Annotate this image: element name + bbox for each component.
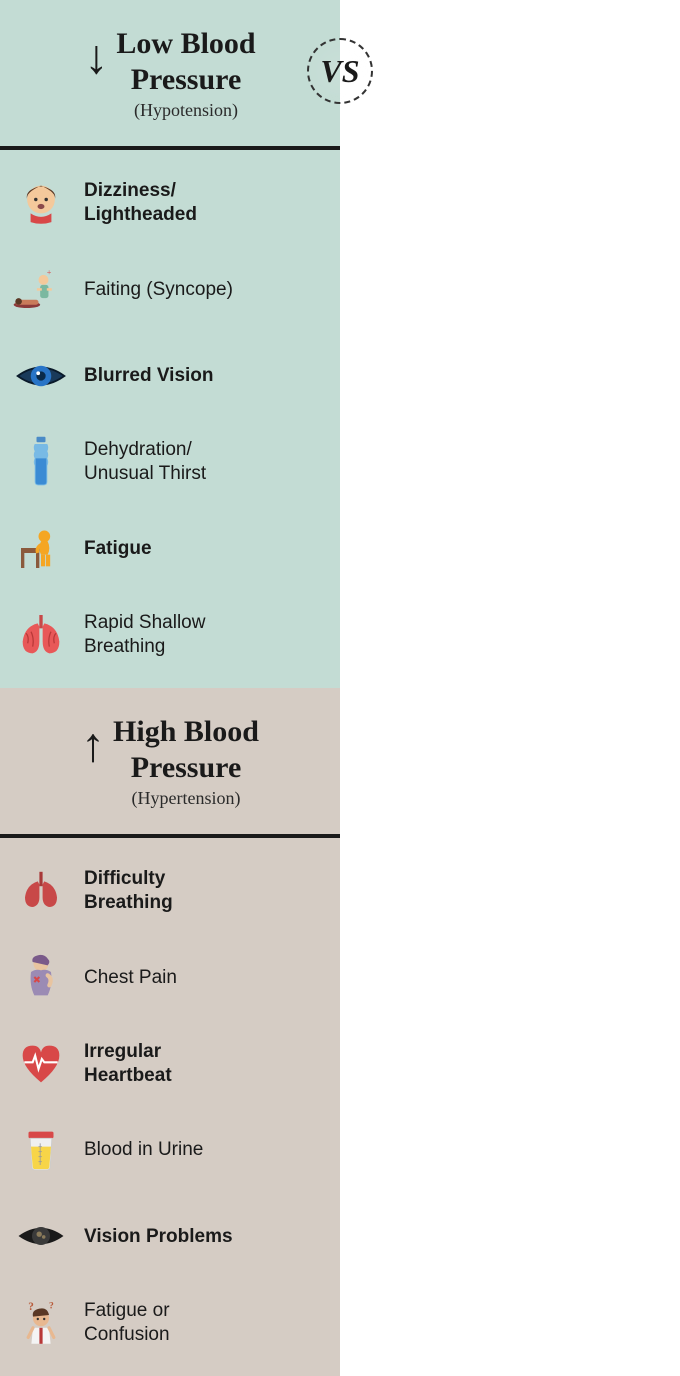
symptom-item: + Faiting (Syncope)	[0, 246, 340, 332]
title-high-line2: Pressure	[113, 750, 259, 786]
subtitle-high: (Hypertension)	[113, 788, 259, 809]
chest-pain-icon	[12, 948, 70, 1006]
column-low-bp: ↓ Low Blood Pressure (Hypotension)	[0, 0, 340, 688]
symptom-list-high: DifficultyBreathing Chest Pain	[0, 838, 340, 1376]
confused-person-icon: ? ?	[12, 1294, 70, 1352]
symptom-label: Vision Problems	[84, 1225, 233, 1249]
eye-blue-icon	[12, 347, 70, 405]
dizzy-face-icon	[12, 174, 70, 232]
symptom-label: Chest Pain	[84, 966, 177, 990]
symptom-label: Faiting (Syncope)	[84, 278, 233, 302]
heart-ecg-icon	[12, 1035, 70, 1093]
title-low-line1: Low Blood	[116, 26, 255, 62]
symptom-item: Vision Problems	[0, 1193, 340, 1279]
header-low-bp: ↓ Low Blood Pressure (Hypotension)	[0, 0, 340, 150]
water-bottle-icon	[12, 433, 70, 491]
eye-dark-icon	[12, 1207, 70, 1265]
symptom-label: Blood in Urine	[84, 1138, 203, 1162]
arrow-up-icon: ↑	[81, 722, 105, 770]
symptom-item: Dizziness/Lightheaded	[0, 160, 340, 246]
symptom-label: Dehydration/Unusual Thirst	[84, 438, 206, 486]
title-low-line2: Pressure	[116, 62, 255, 98]
symptom-label: Rapid ShallowBreathing	[84, 611, 205, 659]
infographic-wrapper: ↓ Low Blood Pressure (Hypotension)	[0, 0, 680, 688]
subtitle-low: (Hypotension)	[116, 100, 255, 121]
arrow-down-icon: ↓	[84, 34, 108, 82]
symptom-label: Blurred Vision	[84, 364, 214, 388]
symptom-item: ? ? Fatigue orConfusion	[0, 1280, 340, 1366]
svg-text:+: +	[47, 268, 52, 277]
tired-sitting-icon	[12, 519, 70, 577]
svg-text:?: ?	[49, 1300, 54, 1311]
symptom-item: IrregularHeartbeat	[0, 1021, 340, 1107]
lungs-red-icon	[12, 606, 70, 664]
symptom-label: Dizziness/Lightheaded	[84, 179, 197, 227]
vs-badge: VS	[307, 38, 373, 104]
header-high-bp: ↑ High Blood Pressure (Hypertension)	[0, 688, 340, 838]
symptom-item: Blood in Urine	[0, 1107, 340, 1193]
lungs-plain-icon	[12, 862, 70, 920]
symptom-label: Fatigue	[84, 537, 152, 561]
symptom-label: Fatigue orConfusion	[84, 1299, 170, 1347]
symptom-item: Rapid ShallowBreathing	[0, 592, 340, 678]
svg-text:?: ?	[28, 1301, 34, 1313]
symptom-item: Fatigue	[0, 505, 340, 591]
symptom-list-low: Dizziness/Lightheaded + Faiting (S	[0, 150, 340, 688]
symptom-item: Chest Pain	[0, 934, 340, 1020]
fainting-icon: +	[12, 260, 70, 318]
urine-cup-icon	[12, 1121, 70, 1179]
symptom-item: DifficultyBreathing	[0, 848, 340, 934]
symptom-item: Dehydration/Unusual Thirst	[0, 419, 340, 505]
column-high-bp: ↑ High Blood Pressure (Hypertension) Dif	[0, 688, 340, 1376]
symptom-label: DifficultyBreathing	[84, 867, 173, 915]
symptom-label: IrregularHeartbeat	[84, 1040, 172, 1088]
symptom-item: Blurred Vision	[0, 333, 340, 419]
title-high-line1: High Blood	[113, 714, 259, 750]
